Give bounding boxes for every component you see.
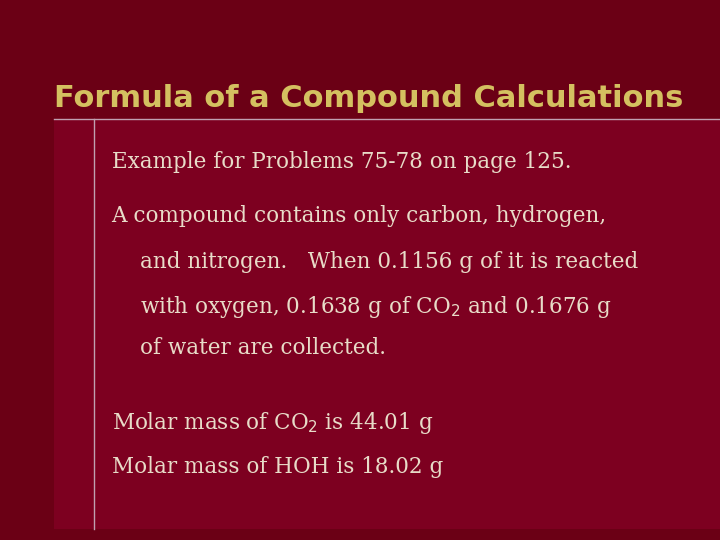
Text: A compound contains only carbon, hydrogen,: A compound contains only carbon, hydroge…: [112, 205, 607, 227]
Text: Formula of a Compound Calculations: Formula of a Compound Calculations: [54, 84, 683, 113]
Text: Molar mass of CO$_2$ is 44.01 g: Molar mass of CO$_2$ is 44.01 g: [112, 410, 433, 436]
Text: Molar mass of HOH is 18.02 g: Molar mass of HOH is 18.02 g: [112, 456, 443, 478]
Text: Example for Problems 75-78 on page 125.: Example for Problems 75-78 on page 125.: [112, 151, 571, 173]
Text: with oxygen, 0.1638 g of CO$_2$ and 0.1676 g: with oxygen, 0.1638 g of CO$_2$ and 0.16…: [140, 294, 612, 320]
Text: and nitrogen.   When 0.1156 g of it is reacted: and nitrogen. When 0.1156 g of it is rea…: [140, 251, 639, 273]
Text: of water are collected.: of water are collected.: [140, 338, 387, 360]
Bar: [54, 119, 720, 529]
